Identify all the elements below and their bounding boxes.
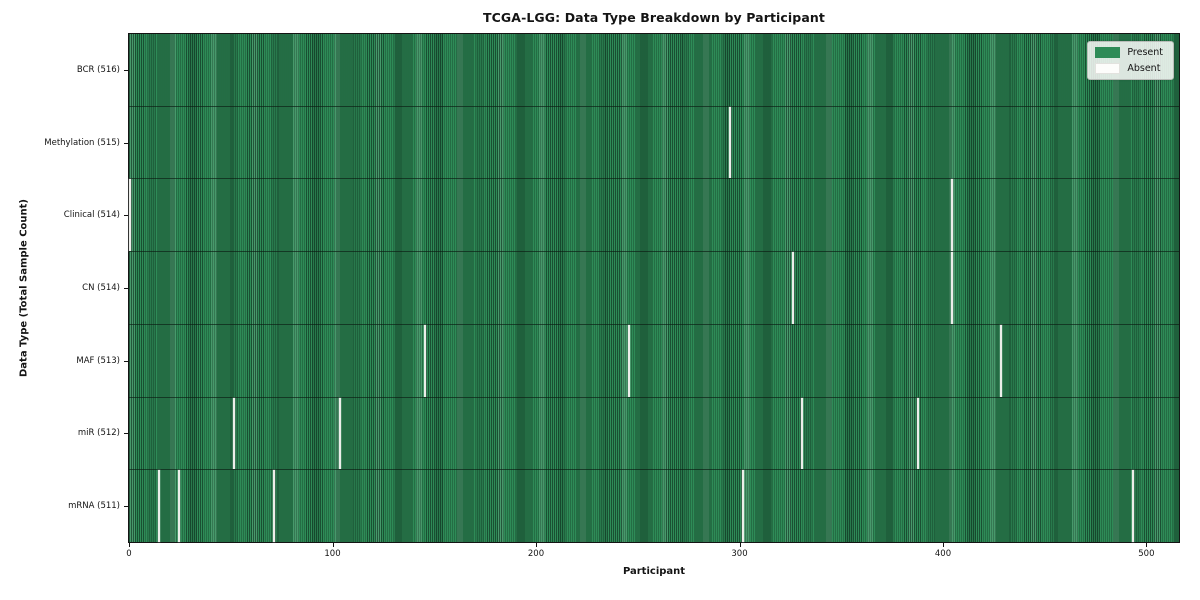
- absent-marker: [338, 397, 341, 470]
- y-axis-label: Data Type (Total Sample Count): [18, 198, 30, 378]
- y-tick-mark: [124, 142, 128, 144]
- heatmap-row-miR: [129, 396, 1179, 470]
- y-tick-label-CN: CN (514): [82, 283, 120, 293]
- x-tick-mark: [536, 543, 537, 547]
- y-tick-label-Clinical: Clinical (514): [63, 210, 120, 221]
- y-tick-mark: [124, 360, 128, 362]
- x-tick-label: 100: [324, 549, 341, 559]
- x-tick-label: 200: [527, 549, 545, 559]
- x-tick-label: 400: [934, 549, 952, 559]
- heatmap-row-Methylation: [129, 105, 1179, 179]
- absent-marker: [951, 179, 954, 252]
- legend: Present Absent: [1087, 41, 1174, 80]
- y-tick-mark: [124, 505, 128, 507]
- heatmap-row-CN: [129, 251, 1179, 324]
- heatmap-rows-container: [129, 34, 1179, 543]
- present-swatch-icon: [1095, 47, 1121, 58]
- legend-item-present: Present: [1095, 47, 1163, 58]
- absent-marker: [232, 397, 235, 470]
- x-tick-mark: [943, 543, 944, 547]
- x-tick-mark: [332, 543, 334, 547]
- absent-marker: [157, 470, 160, 543]
- y-tick-label-MAF: MAF (513): [76, 355, 120, 366]
- absent-marker: [951, 252, 954, 324]
- absent-swatch-icon: [1095, 63, 1121, 74]
- y-tick-label-miR: miR (512): [77, 428, 120, 439]
- heatmap-row-MAF: [129, 323, 1179, 397]
- y-tick-mark: [124, 288, 128, 289]
- heatmap-row-BCR: [129, 34, 1179, 106]
- absent-marker: [999, 324, 1002, 397]
- chart-title: TCGA-LGG: Data Type Breakdown by Partici…: [483, 10, 825, 25]
- x-tick-label: 500: [1138, 549, 1155, 559]
- heatmap-row-mRNA: [129, 469, 1179, 543]
- plot-area: Present Absent: [128, 33, 1180, 543]
- absent-marker: [800, 397, 803, 470]
- absent-marker: [273, 470, 276, 543]
- y-tick-mark: [124, 215, 128, 217]
- absent-marker: [177, 470, 180, 543]
- legend-label-present: Present: [1127, 46, 1163, 58]
- absent-marker: [792, 252, 795, 324]
- x-axis-label: Participant: [622, 566, 686, 577]
- heatmap-row-Clinical: [129, 178, 1179, 252]
- y-tick-mark: [124, 70, 128, 72]
- x-tick-mark: [1146, 543, 1148, 547]
- legend-item-absent: Absent: [1095, 63, 1163, 74]
- absent-marker: [424, 324, 427, 397]
- y-tick-label-Methylation: Methylation (515): [44, 137, 120, 148]
- y-tick-mark: [124, 433, 128, 435]
- x-tick-label: 300: [731, 549, 748, 559]
- x-tick-mark: [739, 543, 741, 547]
- absent-marker: [1132, 470, 1135, 543]
- x-tick-label: 0: [126, 549, 132, 559]
- x-tick-mark: [129, 543, 130, 547]
- absent-marker: [741, 470, 744, 543]
- absent-marker: [129, 179, 132, 252]
- legend-label-absent: Absent: [1127, 62, 1161, 74]
- absent-marker: [729, 106, 732, 179]
- y-tick-label-mRNA: mRNA (511): [68, 500, 120, 511]
- y-tick-label-BCR: BCR (516): [76, 65, 120, 76]
- absent-marker: [627, 324, 630, 397]
- absent-marker: [916, 397, 919, 470]
